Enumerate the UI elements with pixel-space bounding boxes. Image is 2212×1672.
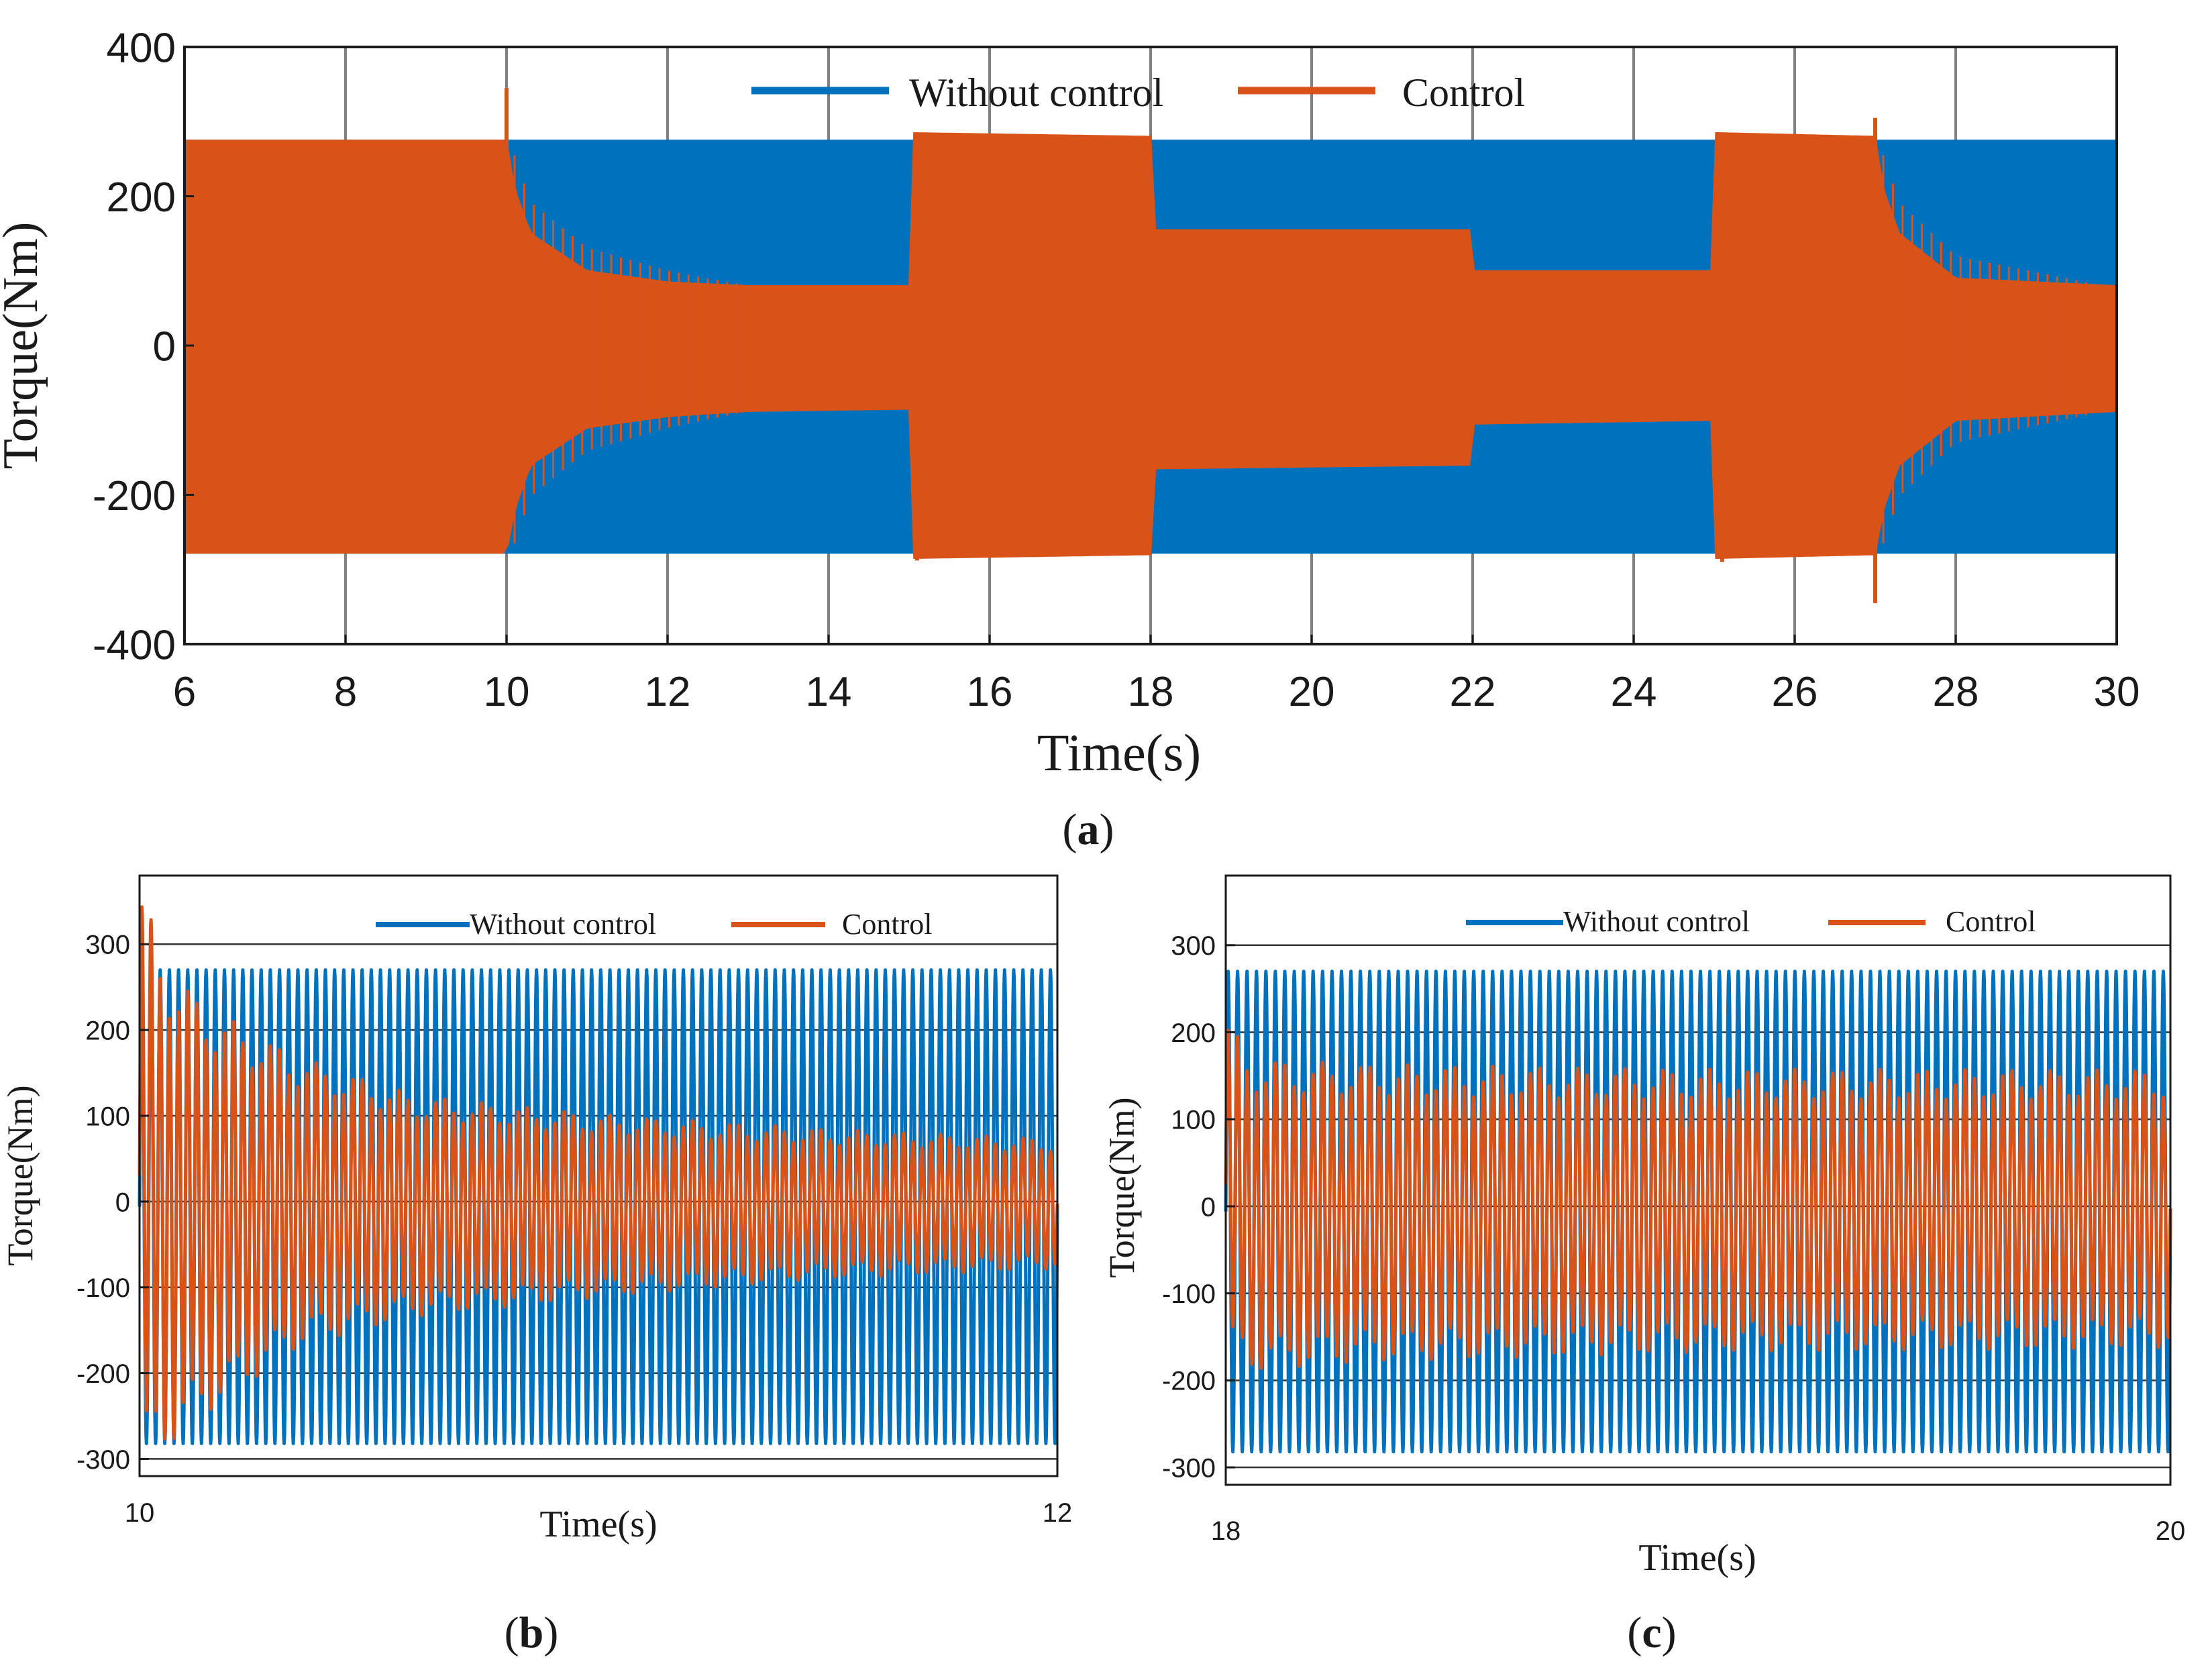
x-tick-label: 12 bbox=[1043, 1498, 1073, 1528]
x-tick-label: 10 bbox=[125, 1498, 155, 1528]
panel-c-y-axis-label: Torque(Nm) bbox=[1102, 1097, 1142, 1277]
y-tick-label: 0 bbox=[153, 323, 176, 370]
panel-a: 6 8 10 12 14 16 18 20 22 24 26 28 30-400-2000200400 … bbox=[0, 25, 2140, 854]
x-tick-label: 26 bbox=[1772, 669, 1818, 715]
y-tick-label: 400 bbox=[107, 25, 176, 71]
x-tick-label: 24 bbox=[1611, 669, 1657, 715]
y-tick-label: 200 bbox=[1171, 1018, 1216, 1048]
series-control bbox=[138, 905, 1059, 1441]
panel-c-x-axis-label: Time(s) bbox=[1638, 1537, 1756, 1579]
x-tick-label: 12 bbox=[645, 669, 691, 715]
y-tick-label: 200 bbox=[85, 1016, 130, 1046]
x-tick-label: 18 bbox=[1128, 669, 1174, 715]
panel-b-caption: (b) bbox=[505, 1608, 559, 1657]
panel-a-x-axis-label: Time(s) bbox=[1037, 723, 1201, 782]
panel-c-caption-letter: c bbox=[1642, 1608, 1661, 1657]
y-tick-label: -300 bbox=[76, 1445, 130, 1475]
legend-label-control: Control bbox=[1402, 70, 1525, 115]
panel-a-caption: (a) bbox=[1063, 805, 1114, 854]
legend-label-control: Control bbox=[1946, 905, 2036, 938]
x-tick-label: 18 bbox=[1211, 1516, 1241, 1546]
series-control bbox=[1224, 1029, 2172, 1370]
legend-label-control: Control bbox=[842, 908, 932, 941]
legend-label-without-control: Without control bbox=[470, 908, 656, 941]
y-tick-label: -300 bbox=[1162, 1453, 1216, 1483]
panel-b-plot-area bbox=[138, 905, 1059, 1460]
panel-b-caption-letter: b bbox=[519, 1608, 544, 1657]
panel-c-legend: Without control Control bbox=[1466, 905, 2036, 938]
y-tick-label: -400 bbox=[93, 622, 176, 668]
y-tick-label: 300 bbox=[1171, 931, 1216, 961]
y-tick-label: -200 bbox=[1162, 1367, 1216, 1396]
panel-a-caption-letter: a bbox=[1077, 805, 1100, 854]
panel-c-ticks: 18 20 -300 -200 -100 0 100 200 300 bbox=[1162, 931, 2185, 1546]
y-tick-label: 200 bbox=[107, 174, 176, 221]
x-tick-label: 8 bbox=[334, 669, 357, 715]
y-tick-label: -100 bbox=[76, 1273, 130, 1303]
panel-c-axes-box bbox=[1224, 874, 2172, 1486]
panel-a-y-axis-label: Torque(Nm) bbox=[0, 222, 48, 470]
panel-b-legend: Without control Control bbox=[376, 908, 932, 941]
control-transient-ripple bbox=[513, 155, 748, 543]
y-tick-label: -100 bbox=[1162, 1279, 1216, 1309]
panel-b-ticks: 10 12 -300 -200 -100 0 100 200 300 bbox=[76, 931, 1072, 1528]
panel-a-ticks: 6 8 10 12 14 16 18 20 22 24 26 28 30 -400 -200 0 200 400 bbox=[93, 25, 2140, 715]
x-tick-label: 20 bbox=[1289, 669, 1335, 715]
x-tick-label: 20 bbox=[2156, 1516, 2186, 1546]
series-control bbox=[184, 132, 2117, 560]
x-tick-label: 6 bbox=[173, 669, 196, 715]
x-tick-label: 14 bbox=[806, 669, 852, 715]
y-tick-label: 300 bbox=[85, 931, 130, 960]
x-tick-label: 30 bbox=[2094, 669, 2140, 715]
panel-b-axes-box bbox=[138, 874, 1059, 1477]
y-tick-label: 0 bbox=[1201, 1192, 1216, 1222]
panel-c-plot-area bbox=[1224, 944, 2172, 1469]
y-tick-label: 100 bbox=[85, 1102, 130, 1131]
panel-a-legend: Without control Control bbox=[751, 70, 1525, 115]
panel-c-caption: (c) bbox=[1627, 1608, 1676, 1657]
panel-b: 10 12 -300 -200 -100 0 100 200 300 Torque(Nm) Ti… bbox=[0, 874, 1072, 1657]
panel-b-x-axis-label: Time(s) bbox=[539, 1504, 657, 1545]
legend-label-without-control: Without control bbox=[909, 70, 1163, 115]
panel-c: 18 20 -300 -200 -100 0 100 200 300 Torque(Nm) Ti… bbox=[1102, 874, 2185, 1657]
panel-b-y-axis-label: Torque(Nm) bbox=[0, 1085, 40, 1265]
panel-a-plot-area bbox=[184, 47, 2117, 644]
legend-label-without-control: Without control bbox=[1563, 905, 1750, 938]
x-tick-label: 16 bbox=[967, 669, 1013, 715]
x-tick-label: 22 bbox=[1450, 669, 1496, 715]
y-tick-label: -200 bbox=[93, 473, 176, 519]
x-tick-label: 10 bbox=[484, 669, 530, 715]
y-tick-label: 100 bbox=[1171, 1106, 1216, 1135]
y-tick-label: 0 bbox=[115, 1188, 130, 1217]
x-tick-label: 28 bbox=[1933, 669, 1979, 715]
control-transient-ripple bbox=[1882, 155, 2097, 543]
y-tick-label: -200 bbox=[76, 1359, 130, 1389]
